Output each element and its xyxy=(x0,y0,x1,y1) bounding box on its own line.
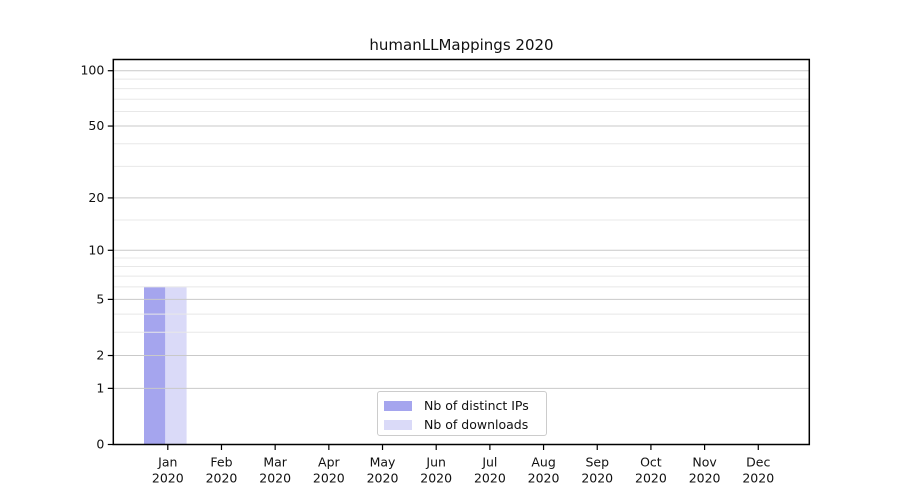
y-tick-label: 20 xyxy=(88,190,104,205)
x-tick-label-month: May xyxy=(370,455,396,470)
legend-row: Nb of downloads xyxy=(384,415,546,434)
x-tick-label-month: Jul xyxy=(481,455,497,470)
y-tick-label: 5 xyxy=(96,291,104,306)
x-tick-label-month: Oct xyxy=(640,455,662,470)
x-tick-label-month: Aug xyxy=(531,455,555,470)
x-tick-label-month: Jun xyxy=(425,455,446,470)
x-tick-label-year: 2020 xyxy=(259,471,291,486)
x-tick-label-year: 2020 xyxy=(206,471,238,486)
y-tick-label: 100 xyxy=(80,63,104,78)
x-tick-label-year: 2020 xyxy=(420,471,452,486)
y-tick-label: 50 xyxy=(88,118,104,133)
y-tick-label: 10 xyxy=(88,242,104,257)
x-tick-label-month: Nov xyxy=(692,455,717,470)
y-tick-label: 1 xyxy=(96,380,104,395)
legend-row: Nb of distinct IPs xyxy=(384,396,546,415)
x-tick-label-year: 2020 xyxy=(367,471,399,486)
x-tick-label-month: Dec xyxy=(746,455,770,470)
x-tick-label-year: 2020 xyxy=(474,471,506,486)
x-tick-label-year: 2020 xyxy=(742,471,774,486)
legend-label: Nb of downloads xyxy=(424,417,529,432)
x-tick-label-month: Mar xyxy=(263,455,287,470)
x-tick-label-month: Sep xyxy=(585,455,609,470)
legend: Nb of distinct IPs Nb of downloads xyxy=(377,391,547,436)
x-tick-label-year: 2020 xyxy=(581,471,613,486)
x-tick-label-year: 2020 xyxy=(635,471,667,486)
legend-swatch-icon xyxy=(384,419,412,430)
x-tick-label-year: 2020 xyxy=(313,471,345,486)
plot-border xyxy=(112,58,811,446)
bar-downloads-jan xyxy=(165,286,187,445)
x-tick-label-year: 2020 xyxy=(528,471,560,486)
x-tick-label-year: 2020 xyxy=(152,471,184,486)
x-tick-label-year: 2020 xyxy=(689,471,721,486)
y-tick-label: 2 xyxy=(96,348,104,363)
x-tick-label-month: Feb xyxy=(210,455,232,470)
chart-title: humanLLMappings 2020 xyxy=(369,36,554,54)
legend-swatch-icon xyxy=(384,400,412,411)
legend-label: Nb of distinct IPs xyxy=(424,398,529,413)
x-tick-label-month: Jan xyxy=(157,455,177,470)
y-tick-label: 0 xyxy=(96,437,104,452)
x-tick-label-month: Apr xyxy=(318,455,340,470)
bar-distinct-ips-jan xyxy=(144,286,166,445)
